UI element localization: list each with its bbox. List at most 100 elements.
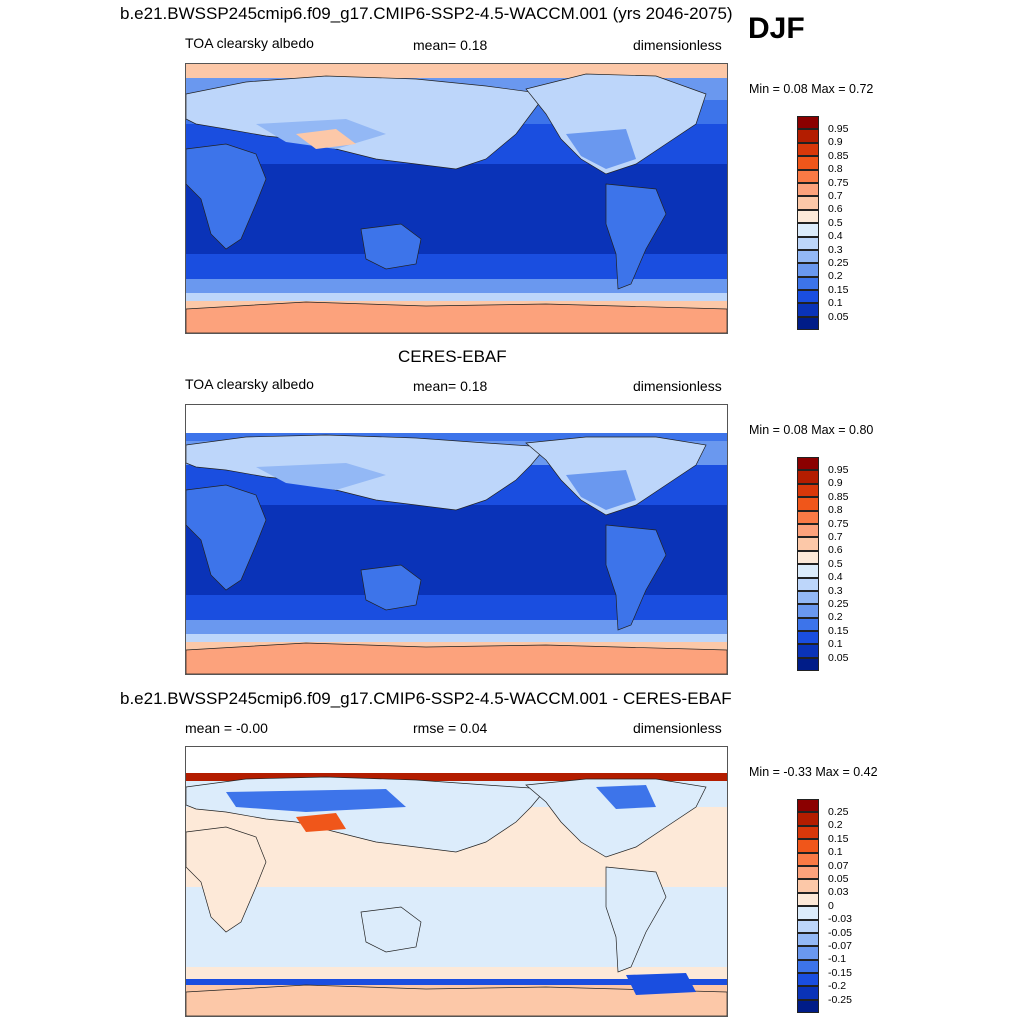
colorbar-swatch (797, 470, 819, 484)
colorbar-swatch (797, 209, 819, 224)
colorbar-label: 0.8 (828, 504, 843, 517)
panel-2-map (185, 404, 728, 675)
colorbar-label: 0.25 (828, 257, 849, 269)
colorbar-label: 0.4 (828, 230, 843, 243)
colorbar-label: -0.15 (828, 966, 852, 979)
colorbar-label: 0.05 (828, 310, 849, 323)
colorbar-swatch (797, 812, 819, 826)
colorbar-swatch (797, 839, 819, 853)
colorbar-swatch (797, 852, 819, 866)
colorbar-swatch (797, 986, 819, 1000)
panel-2-variable: TOA clearsky albedo (185, 376, 314, 392)
colorbar-swatch (797, 236, 819, 250)
panel-2-mean: mean= 0.18 (413, 378, 488, 394)
panel-3-mean: mean = -0.00 (185, 720, 268, 736)
panel-1-minmax: Min = 0.08 Max = 0.72 (749, 82, 874, 96)
colorbar-label: 0.95 (828, 123, 849, 135)
colorbar-label: 0.95 (828, 464, 849, 476)
colorbar-label: 0.85 (828, 490, 849, 503)
panel-3-units: dimensionless (633, 720, 722, 736)
colorbar-label: 0.75 (828, 517, 849, 530)
colorbar-label: -0.2 (828, 980, 847, 993)
colorbar-swatch (797, 825, 819, 840)
colorbar-label: 0.2 (828, 611, 843, 624)
colorbar-swatch (797, 973, 819, 987)
season-label: DJF (748, 12, 805, 45)
colorbar-swatch (797, 550, 819, 565)
colorbar-label: 0.25 (828, 598, 849, 610)
colorbar-swatch (797, 290, 819, 304)
colorbar-label: 0.9 (828, 136, 843, 149)
colorbar-label: 0.4 (828, 571, 843, 584)
colorbar-swatch (797, 142, 819, 157)
colorbar-swatch (797, 879, 819, 893)
colorbar-swatch (797, 510, 819, 524)
colorbar-swatch (797, 892, 819, 907)
colorbar-swatch (797, 959, 819, 974)
panel-3-minmax: Min = -0.33 Max = 0.42 (749, 765, 878, 779)
colorbar-swatch (797, 483, 819, 498)
panel-3-rmse: rmse = 0.04 (413, 720, 488, 736)
colorbar-label: -0.07 (828, 940, 852, 952)
colorbar-swatch (797, 169, 819, 183)
colorbar-swatch (797, 196, 819, 210)
panel-1-variable: TOA clearsky albedo (185, 35, 314, 51)
colorbar-swatch (797, 577, 819, 591)
colorbar-label: 0.5 (828, 216, 843, 229)
colorbar-label: 0.15 (828, 624, 849, 637)
colorbar-swatch (797, 156, 819, 170)
colorbar-swatch (797, 631, 819, 645)
colorbar-label: 0.03 (828, 886, 849, 899)
colorbar-label: 0.2 (828, 819, 843, 832)
colorbar-swatch (797, 223, 819, 237)
panel-2-units: dimensionless (633, 378, 722, 394)
panel-1-mean: mean= 0.18 (413, 37, 488, 53)
colorbar-swatch (797, 946, 819, 960)
colorbar-label: 0.7 (828, 190, 843, 202)
colorbar-swatch (797, 644, 819, 658)
panel-1-title: b.e21.BWSSP245cmip6.f09_g17.CMIP6-SSP2-4… (120, 4, 733, 23)
colorbar-label: 0.85 (828, 149, 849, 162)
colorbar-swatch (797, 129, 819, 143)
colorbar-swatch (797, 999, 819, 1014)
colorbar-swatch (797, 590, 819, 605)
colorbar-label: 0.3 (828, 584, 843, 597)
colorbar-swatch (797, 457, 819, 471)
colorbar-label: -0.03 (828, 913, 852, 926)
panel-1-units: dimensionless (633, 37, 722, 53)
colorbar-swatch (797, 657, 819, 672)
panel-2-minmax: Min = 0.08 Max = 0.80 (749, 423, 874, 437)
colorbar-label: -0.1 (828, 953, 847, 966)
colorbar-swatch (797, 906, 819, 920)
panel-1-colorbar (797, 116, 819, 331)
panel-3-map (185, 746, 728, 1017)
colorbar-label: 0.1 (828, 846, 843, 859)
colorbar-label: -0.25 (828, 993, 852, 1006)
colorbar-swatch (797, 303, 819, 317)
panel-3-title: b.e21.BWSSP245cmip6.f09_g17.CMIP6-SSP2-4… (120, 689, 732, 708)
colorbar-swatch (797, 564, 819, 578)
colorbar-label: 0.8 (828, 163, 843, 176)
colorbar-swatch (797, 932, 819, 947)
colorbar-label: 0.9 (828, 477, 843, 490)
colorbar-label: 0.7 (828, 531, 843, 543)
colorbar-label: 0.1 (828, 638, 843, 651)
colorbar-label: 0.25 (828, 806, 849, 818)
colorbar-swatch (797, 182, 819, 197)
colorbar-swatch (797, 316, 819, 331)
colorbar-swatch (797, 865, 819, 880)
colorbar-label: 0.6 (828, 544, 843, 557)
colorbar-label: 0.05 (828, 651, 849, 664)
colorbar-label: 0.15 (828, 832, 849, 845)
colorbar-label: 0.07 (828, 859, 849, 872)
panel-2-title: CERES-EBAF (398, 347, 507, 366)
colorbar-label: 0.3 (828, 243, 843, 256)
colorbar-label: 0.5 (828, 557, 843, 570)
colorbar-swatch (797, 249, 819, 264)
colorbar-swatch (797, 537, 819, 551)
panel-1-map (185, 63, 728, 334)
colorbar-swatch (797, 276, 819, 291)
colorbar-swatch (797, 523, 819, 538)
colorbar-label: 0.6 (828, 203, 843, 216)
colorbar-swatch (797, 919, 819, 933)
